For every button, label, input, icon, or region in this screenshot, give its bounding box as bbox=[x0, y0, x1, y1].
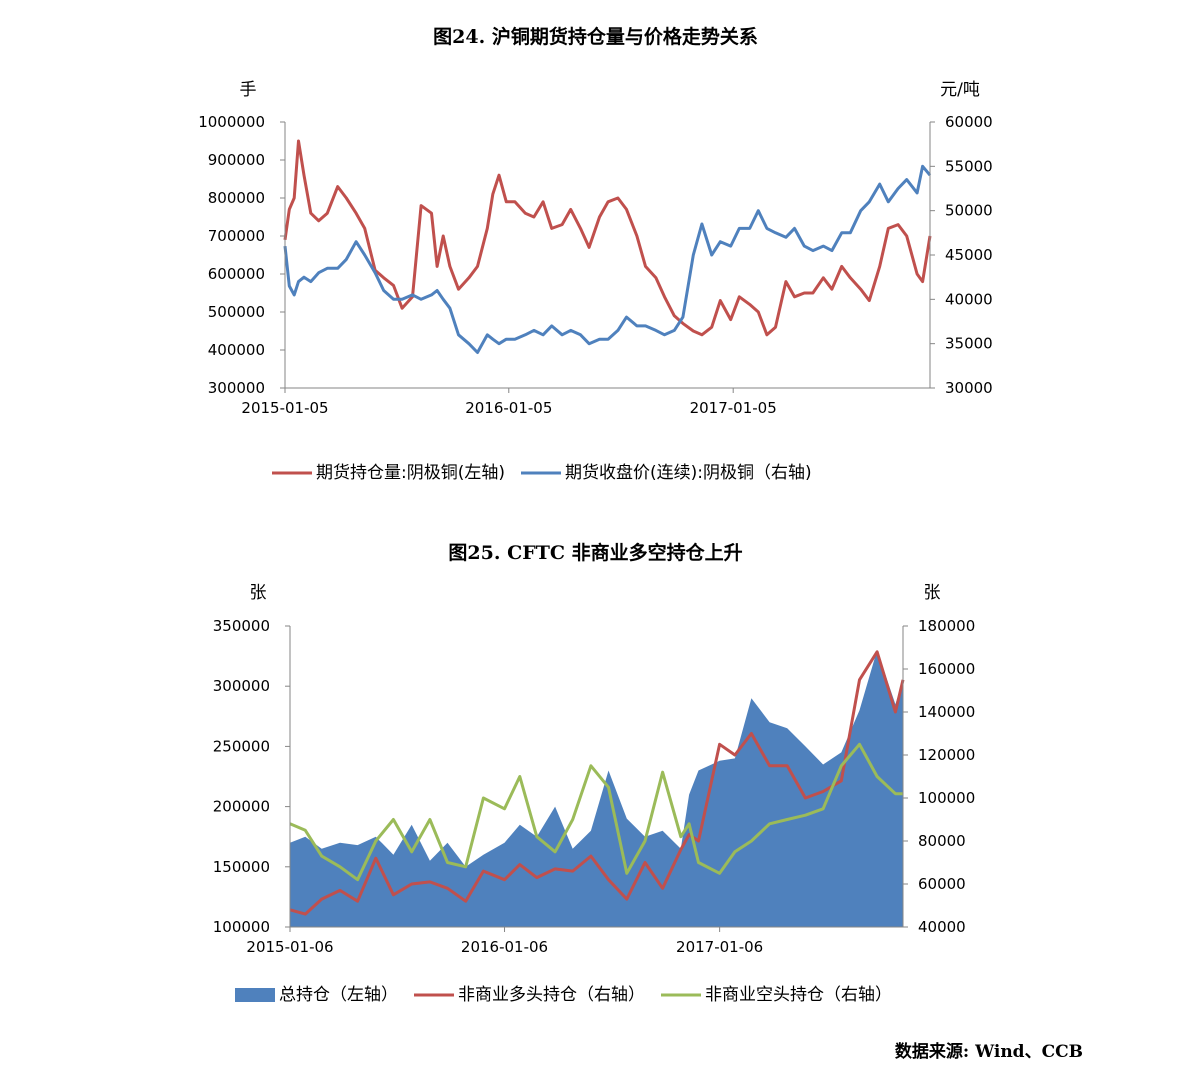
left-tick-label: 100000 bbox=[213, 918, 270, 936]
legend-label-0: 总持仓（左轴） bbox=[279, 985, 398, 1005]
left-tick-label: 350000 bbox=[213, 617, 270, 635]
right-tick-label: 50000 bbox=[945, 202, 993, 220]
legend-label-1: 期货收盘价(连续):阴极铜（右轴) bbox=[565, 463, 812, 483]
right-unit-label: 元/吨 bbox=[940, 80, 980, 100]
right-tick-label: 30000 bbox=[945, 379, 993, 397]
left-unit-label: 手 bbox=[240, 80, 257, 100]
left-tick-label: 150000 bbox=[213, 858, 270, 876]
left-tick-label: 600000 bbox=[208, 265, 265, 283]
right-tick-label: 140000 bbox=[918, 703, 975, 721]
right-tick-label: 160000 bbox=[918, 660, 975, 678]
left-tick-label: 400000 bbox=[208, 341, 265, 359]
left-tick-label: 700000 bbox=[208, 227, 265, 245]
legend-label-2: 非商业空头持仓（右轴） bbox=[705, 985, 892, 1005]
right-tick-label: 80000 bbox=[918, 832, 966, 850]
left-tick-label: 1000000 bbox=[198, 113, 265, 131]
series-line-1 bbox=[283, 164, 932, 354]
chart2-title: 图25. CFTC 非商业多空持仓上升 bbox=[448, 542, 743, 564]
left-tick-label: 200000 bbox=[213, 798, 270, 816]
left-tick-label: 300000 bbox=[213, 677, 270, 695]
source-label: 数据来源: Wind、CCB bbox=[894, 1042, 1083, 1062]
right-unit-label: 张 bbox=[924, 583, 941, 603]
x-tick-label: 2016-01-06 bbox=[461, 938, 548, 956]
series-line-2 bbox=[289, 742, 903, 882]
chart1-svg: 1000000 900000 800000 700000 600000 500000 400… bbox=[198, 80, 993, 483]
right-tick-label: 60000 bbox=[918, 875, 966, 893]
x-tick-label: 2017-01-05 bbox=[690, 399, 777, 417]
chart1-title: 图24. 沪铜期货持仓量与价格走势关系 bbox=[433, 26, 758, 48]
left-tick-label: 900000 bbox=[208, 151, 265, 169]
left-tick-label: 300000 bbox=[208, 379, 265, 397]
x-tick-label: 2016-01-05 bbox=[465, 399, 552, 417]
series-area-0 bbox=[290, 650, 903, 927]
right-tick-label: 40000 bbox=[945, 290, 993, 308]
right-tick-label: 55000 bbox=[945, 157, 993, 175]
series-line-0 bbox=[283, 139, 932, 337]
right-tick-label: 35000 bbox=[945, 335, 993, 353]
right-tick-label: 100000 bbox=[918, 789, 975, 807]
legend-label-1: 非商业多头持仓（右轴） bbox=[458, 985, 645, 1005]
right-tick-label: 60000 bbox=[945, 113, 993, 131]
left-tick-label: 500000 bbox=[208, 303, 265, 321]
right-tick-label: 180000 bbox=[918, 617, 975, 635]
left-unit-label: 张 bbox=[250, 583, 267, 603]
legend-swatch-0 bbox=[235, 988, 275, 1002]
left-tick-label: 800000 bbox=[208, 189, 265, 207]
right-tick-label: 120000 bbox=[918, 746, 975, 764]
x-tick-label: 2015-01-06 bbox=[246, 938, 333, 956]
right-tick-label: 45000 bbox=[945, 246, 993, 264]
legend-label-0: 期货持仓量:阴极铜(左轴) bbox=[316, 463, 505, 483]
series-line-1 bbox=[289, 650, 905, 916]
left-tick-label: 250000 bbox=[213, 737, 270, 755]
chart2-svg: 350000 300000 250000 200000 150000 100000 1800… bbox=[213, 583, 976, 1005]
x-tick-label: 2015-01-05 bbox=[241, 399, 328, 417]
right-tick-label: 40000 bbox=[918, 918, 966, 936]
x-tick-label: 2017-01-06 bbox=[676, 938, 763, 956]
